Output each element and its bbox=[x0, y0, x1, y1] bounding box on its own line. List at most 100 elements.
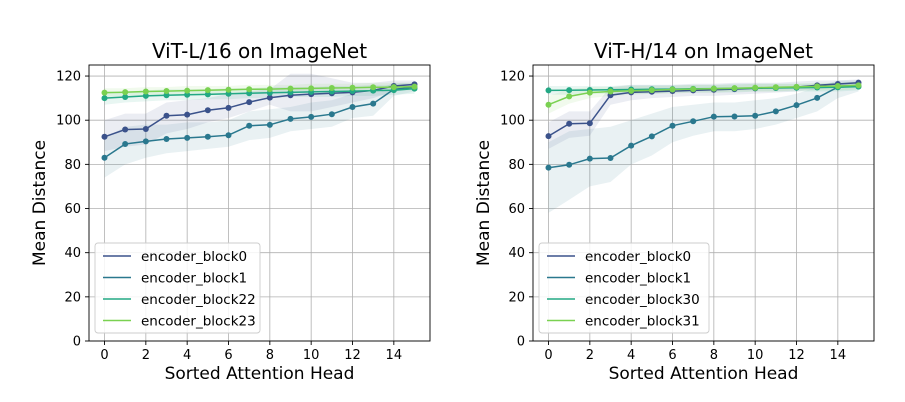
data-point-encoder_block31 bbox=[648, 87, 655, 94]
data-point-encoder_block30 bbox=[566, 87, 573, 94]
data-point-encoder_block1 bbox=[752, 112, 759, 119]
y-tick-label: 120 bbox=[56, 70, 81, 85]
legend-label: encoder_block1 bbox=[585, 271, 691, 287]
data-point-encoder_block22 bbox=[101, 95, 108, 102]
data-point-encoder_block30 bbox=[545, 87, 552, 94]
y-tick-label: 20 bbox=[64, 290, 81, 305]
data-point-encoder_block23 bbox=[225, 86, 232, 93]
data-point-encoder_block1 bbox=[163, 135, 170, 142]
y-tick-label: 20 bbox=[508, 290, 525, 305]
y-tick-label: 100 bbox=[56, 114, 81, 129]
data-point-encoder_block0 bbox=[204, 107, 211, 114]
data-point-encoder_block0 bbox=[266, 94, 273, 101]
x-axis-label: Sorted Attention Head bbox=[165, 364, 355, 384]
data-point-encoder_block23 bbox=[328, 84, 335, 91]
data-point-encoder_block0 bbox=[586, 120, 593, 127]
legend: encoder_block0 encoder_block1 encoder_bloc… bbox=[538, 242, 710, 334]
data-point-encoder_block1 bbox=[793, 102, 800, 109]
data-point-encoder_block31 bbox=[607, 88, 614, 95]
confidence-band-encoder_block1 bbox=[104, 82, 415, 178]
axes-frame bbox=[88, 64, 431, 342]
data-point-encoder_block1 bbox=[122, 141, 129, 148]
data-point-encoder_block22 bbox=[122, 94, 129, 101]
x-tick-label: 14 bbox=[830, 348, 847, 363]
data-point-encoder_block23 bbox=[287, 85, 294, 92]
data-point-encoder_block22 bbox=[163, 92, 170, 99]
legend-label: encoder_block23 bbox=[141, 314, 256, 330]
data-point-encoder_block0 bbox=[163, 112, 170, 119]
data-point-encoder_block0 bbox=[142, 126, 149, 133]
data-point-encoder_block1 bbox=[545, 164, 552, 171]
y-tick-label: 0 bbox=[73, 335, 81, 350]
x-tick-label: 10 bbox=[747, 348, 764, 363]
series-line-encoder_block23 bbox=[104, 85, 415, 94]
x-tick-label: 6 bbox=[224, 348, 232, 363]
data-point-encoder_block1 bbox=[349, 103, 356, 110]
x-tick-label: 8 bbox=[266, 348, 274, 363]
data-point-encoder_block1 bbox=[328, 111, 335, 118]
data-point-encoder_block1 bbox=[566, 161, 573, 168]
data-point-encoder_block22 bbox=[184, 91, 191, 98]
data-point-encoder_block1 bbox=[710, 113, 717, 120]
data-point-encoder_block31 bbox=[545, 101, 552, 108]
y-axis-label: Mean Distance bbox=[30, 140, 50, 266]
data-point-encoder_block31 bbox=[710, 85, 717, 92]
x-tick-label: 14 bbox=[386, 348, 403, 363]
data-point-encoder_block31 bbox=[793, 83, 800, 90]
chart-title: ViT-L/16 on ImageNet bbox=[152, 39, 367, 63]
data-point-encoder_block31 bbox=[834, 82, 841, 89]
series-line-encoder_block22 bbox=[104, 87, 415, 99]
legend-label: encoder_block31 bbox=[585, 314, 700, 330]
data-point-encoder_block0 bbox=[184, 111, 191, 118]
x-tick-label: 2 bbox=[586, 348, 594, 363]
y-tick-label: 60 bbox=[508, 202, 525, 217]
data-point-encoder_block31 bbox=[566, 93, 573, 100]
data-point-encoder_block23 bbox=[204, 87, 211, 94]
data-point-encoder_block23 bbox=[101, 89, 108, 96]
y-tick-label: 100 bbox=[500, 114, 525, 129]
data-point-encoder_block1 bbox=[225, 132, 232, 139]
data-point-encoder_block1 bbox=[586, 155, 593, 162]
data-point-encoder_block31 bbox=[669, 86, 676, 93]
legend-box bbox=[94, 242, 261, 334]
data-point-encoder_block23 bbox=[122, 89, 129, 96]
y-tick-label: 80 bbox=[508, 158, 525, 173]
data-point-encoder_block31 bbox=[586, 89, 593, 96]
data-point-encoder_block31 bbox=[855, 82, 862, 89]
data-point-encoder_block1 bbox=[101, 154, 108, 161]
legend-label: encoder_block22 bbox=[141, 292, 256, 308]
data-point-encoder_block23 bbox=[308, 85, 315, 92]
data-point-encoder_block23 bbox=[246, 86, 253, 93]
data-point-encoder_block31 bbox=[731, 85, 738, 92]
x-tick-label: 8 bbox=[710, 348, 718, 363]
confidence-band-encoder_block0 bbox=[548, 79, 859, 149]
data-point-encoder_block31 bbox=[690, 86, 697, 93]
x-tick-label: 4 bbox=[627, 348, 635, 363]
data-point-encoder_block0 bbox=[566, 120, 573, 127]
data-point-encoder_block1 bbox=[287, 115, 294, 122]
data-point-encoder_block23 bbox=[390, 84, 397, 91]
data-point-encoder_block1 bbox=[246, 122, 253, 129]
data-point-encoder_block1 bbox=[648, 133, 655, 140]
data-point-encoder_block1 bbox=[308, 113, 315, 120]
y-tick-label: 40 bbox=[64, 246, 81, 261]
data-point-encoder_block1 bbox=[184, 134, 191, 141]
confidence-band-encoder_block22 bbox=[104, 83, 415, 105]
chart-panel-0: 0 2 4 6 8 10 12 14 0 20 40 60 80 100 120 ViT-L/16 on Im… bbox=[30, 39, 431, 384]
data-point-encoder_block23 bbox=[349, 84, 356, 91]
data-point-encoder_block1 bbox=[772, 108, 779, 115]
chart-title: ViT-H/14 on ImageNet bbox=[594, 39, 813, 63]
y-tick-label: 60 bbox=[64, 202, 81, 217]
data-point-encoder_block23 bbox=[266, 86, 273, 93]
data-point-encoder_block23 bbox=[411, 83, 418, 90]
data-point-encoder_block1 bbox=[266, 121, 273, 128]
x-axis-label: Sorted Attention Head bbox=[609, 364, 799, 384]
data-point-encoder_block1 bbox=[628, 142, 635, 149]
x-tick-label: 6 bbox=[668, 348, 676, 363]
data-point-encoder_block23 bbox=[163, 88, 170, 95]
x-tick-label: 12 bbox=[344, 348, 361, 363]
data-point-encoder_block31 bbox=[752, 84, 759, 91]
x-tick-label: 2 bbox=[142, 348, 150, 363]
legend-label: encoder_block0 bbox=[141, 249, 247, 265]
